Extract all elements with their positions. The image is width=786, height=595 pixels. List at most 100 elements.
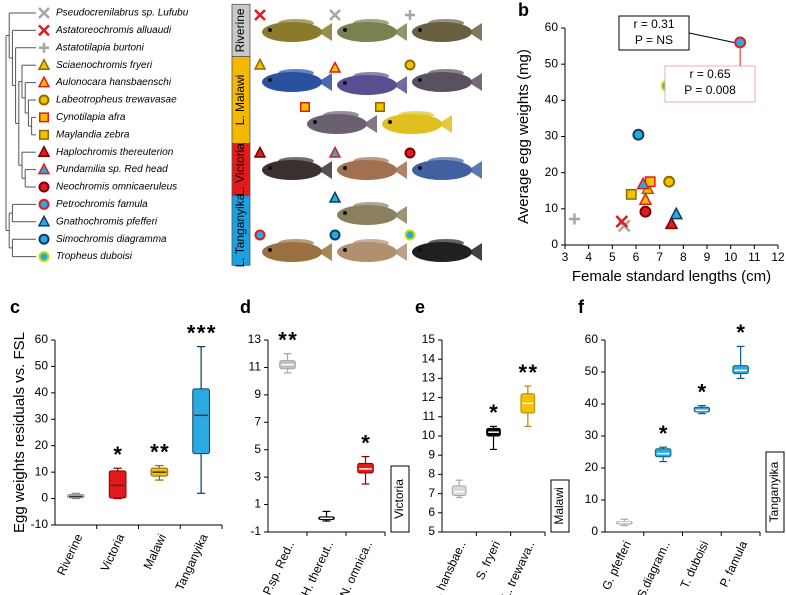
species-name: Petrochromis famula — [56, 199, 148, 210]
species-name: Sciaenochromis fryeri — [56, 60, 153, 71]
y-tick-label: 10 — [422, 428, 436, 442]
marker-triangle — [37, 145, 51, 157]
significance-star: * — [160, 439, 169, 464]
fish-eye — [343, 248, 347, 252]
marker-x — [38, 24, 50, 37]
fish-eye — [343, 28, 347, 32]
fish-fin — [278, 19, 314, 27]
marker-triangle — [636, 176, 650, 190]
species-name: Aulonocara hansbaenschi — [55, 77, 172, 88]
y-tick-label: 30 — [585, 428, 599, 442]
fish-eye — [343, 166, 347, 170]
group-label: L. Victoria — [233, 143, 247, 196]
fish-tail — [318, 243, 332, 261]
box — [654, 448, 672, 458]
side-label: Tanganyika — [767, 461, 781, 522]
significance-star: * — [288, 328, 297, 353]
fish-eye — [313, 120, 317, 124]
x-tick-label: 7 — [656, 250, 663, 264]
y-tick-label: -10 — [31, 517, 49, 531]
fish-tail — [468, 73, 482, 91]
fish-eye — [268, 78, 272, 82]
y-tick-label: 50 — [545, 56, 559, 70]
significance-star: * — [698, 379, 707, 404]
marker-circle — [38, 94, 50, 106]
marker-triangle — [37, 75, 51, 88]
y-tick-label: 9 — [254, 387, 261, 401]
marker-x — [254, 9, 266, 21]
fish-tail — [468, 23, 482, 41]
y-tick-label: 5 — [428, 524, 435, 538]
y-tick-label: 10 — [35, 464, 49, 478]
fish-fin — [353, 157, 389, 165]
x-tick-label: 4 — [585, 250, 592, 264]
fish-fin — [353, 72, 389, 80]
marker-circle — [404, 59, 416, 71]
y-tick-label: 30 — [545, 129, 559, 143]
y-axis-label: Average egg weights (mg) — [515, 49, 532, 224]
box — [108, 470, 127, 499]
y-tick-label: 0 — [551, 237, 558, 251]
fish-tail — [393, 76, 407, 94]
fish-tail — [318, 73, 332, 91]
panel-label: c — [10, 297, 20, 317]
species-name: Haplochromis thereuterion — [56, 147, 174, 158]
fish-body — [382, 114, 442, 134]
species-name: Gnathochromis pfefferi — [56, 216, 158, 227]
y-tick-label: 40 — [35, 385, 49, 399]
x-tick-label: 11 — [748, 250, 761, 264]
group-label: L. Malawi — [233, 75, 247, 126]
significance-star: * — [197, 320, 206, 345]
fish-tail — [393, 23, 407, 41]
marker-circle — [38, 233, 50, 245]
y-tick-label: 10 — [545, 201, 559, 215]
fish-body — [262, 242, 322, 262]
marker-x — [615, 215, 629, 228]
y-tick-label: 60 — [585, 332, 599, 346]
y-tick-label: 0 — [591, 524, 598, 538]
significance-star: * — [150, 439, 159, 464]
marker-circle — [404, 229, 416, 241]
y-tick-label: 9 — [428, 447, 435, 461]
fish-body — [412, 22, 472, 42]
marker-square — [300, 102, 310, 112]
annotation-text: r = 0.65 — [689, 67, 730, 81]
fish-fin — [398, 111, 434, 119]
fish-body — [412, 72, 472, 92]
fish-eye — [418, 166, 422, 170]
fish-fin — [353, 202, 389, 210]
y-tick-label: 7 — [254, 414, 261, 428]
box — [192, 388, 210, 455]
y-tick-label: 20 — [585, 460, 599, 474]
marker-x — [329, 9, 341, 21]
box — [693, 406, 711, 413]
y-tick-label: 13 — [248, 332, 262, 346]
y-tick-label: 3 — [254, 469, 261, 483]
y-tick-label: -1 — [250, 524, 261, 538]
marker-triangle — [328, 190, 342, 203]
fish-fin — [428, 157, 464, 165]
significance-star: * — [489, 400, 498, 425]
fish-tail — [438, 115, 452, 133]
x-tick-label: 12 — [771, 250, 785, 264]
fish-fin — [428, 239, 464, 247]
x-axis-label: Female standard lengths (cm) — [572, 268, 771, 285]
fish-eye — [418, 28, 422, 32]
species-name: Pseudocrenilabrus sp. Lufubu — [56, 8, 189, 19]
fish-eye — [418, 248, 422, 252]
marker-square — [375, 102, 385, 112]
species-name: Simochromis diagramma — [56, 234, 167, 245]
y-tick-label: 0 — [41, 491, 48, 505]
group-label: L. Tanganyika — [233, 193, 247, 267]
marker-circle — [632, 128, 645, 141]
species-name: Tropheus duboisi — [56, 251, 133, 262]
y-tick-label: 14 — [422, 351, 436, 365]
marker-circle — [254, 229, 266, 241]
fish-body — [337, 22, 397, 42]
marker-square — [625, 188, 637, 200]
y-tick-label: 20 — [35, 438, 49, 452]
fish-body — [337, 242, 397, 262]
species-name: Pundamilia sp. Red head — [56, 164, 168, 175]
side-label-box — [765, 451, 785, 533]
y-tick-label: 8 — [428, 467, 435, 481]
